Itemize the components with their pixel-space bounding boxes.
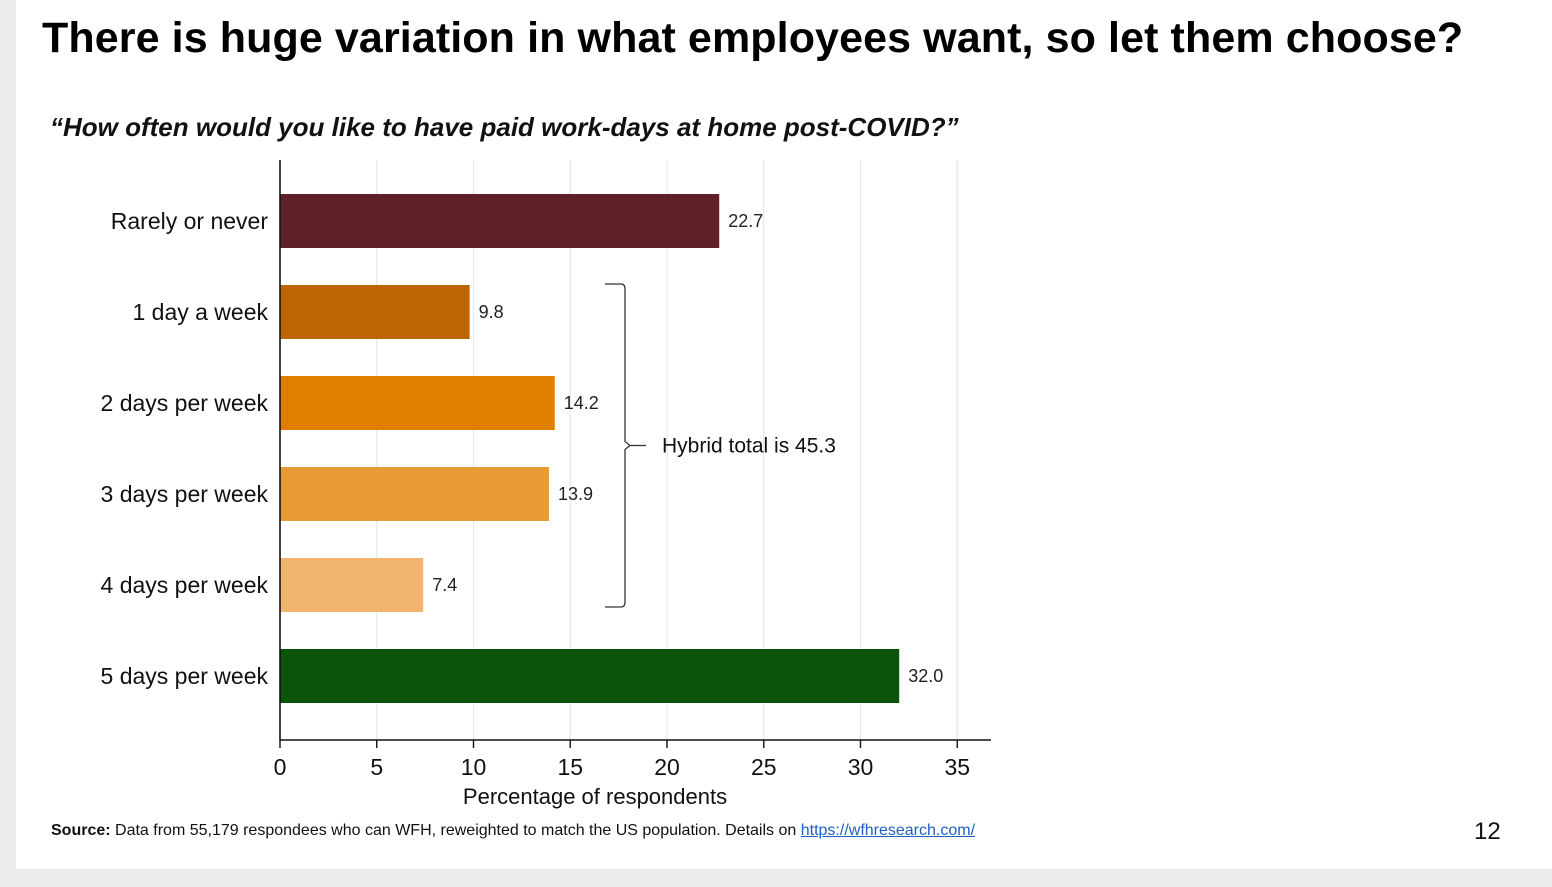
bar-value-label-5: 32.0 <box>908 666 943 686</box>
source-text: Data from 55,179 respondees who can WFH,… <box>110 822 801 839</box>
bar-value-label-1: 9.8 <box>479 302 504 322</box>
bar-value-label-3: 13.9 <box>558 484 593 504</box>
axes: Rarely or never 1 day a week 2 days per we… <box>101 160 991 809</box>
x-tick-label-10: 10 <box>461 754 487 780</box>
x-tick-label-25: 25 <box>751 754 777 780</box>
source-note: Source: Data from 55,179 respondees who … <box>51 822 975 840</box>
x-tick-label-35: 35 <box>944 754 970 780</box>
x-tick-label-20: 20 <box>654 754 680 780</box>
bar-value-label-2: 14.2 <box>564 393 599 413</box>
category-label-2: 2 days per week <box>101 390 269 416</box>
gridlines <box>376 160 958 740</box>
bar-value-label-4: 7.4 <box>432 575 457 595</box>
slide: There is huge variation in what employee… <box>16 0 1552 869</box>
bar-0 <box>280 194 720 248</box>
page-number: 12 <box>1474 818 1501 845</box>
bar-3 <box>280 467 549 521</box>
category-label-3: 3 days per week <box>101 481 269 507</box>
category-label-4: 4 days per week <box>101 572 269 598</box>
hybrid-annotation: Hybrid total is 45.3 <box>605 283 836 608</box>
bar-1 <box>280 285 470 339</box>
category-label-5: 5 days per week <box>101 663 269 689</box>
bar-5 <box>280 649 900 703</box>
x-tick-label-0: 0 <box>274 754 287 780</box>
survey-question: “How often would you like to have paid w… <box>50 112 959 142</box>
x-tick-label-30: 30 <box>848 754 874 780</box>
bar-2 <box>280 376 555 430</box>
hybrid-bracket <box>605 283 632 608</box>
x-tick-label-15: 15 <box>557 754 583 780</box>
bars: 22.7 9.8 14.2 13.9 7.4 32.0 <box>280 194 943 703</box>
category-label-1: 1 day a week <box>132 299 268 325</box>
source-label: Source: <box>51 822 111 839</box>
slide-title: There is huge variation in what employee… <box>42 14 1464 62</box>
bar-4 <box>280 558 424 612</box>
x-tick-label-5: 5 <box>370 754 383 780</box>
x-axis-title: Percentage of respondents <box>463 784 727 809</box>
category-label-0: Rarely or never <box>111 208 269 234</box>
bar-value-label-0: 22.7 <box>728 211 763 231</box>
hybrid-total-label: Hybrid total is 45.3 <box>662 435 836 458</box>
source-link[interactable]: https://wfhresearch.com/ <box>800 822 976 839</box>
